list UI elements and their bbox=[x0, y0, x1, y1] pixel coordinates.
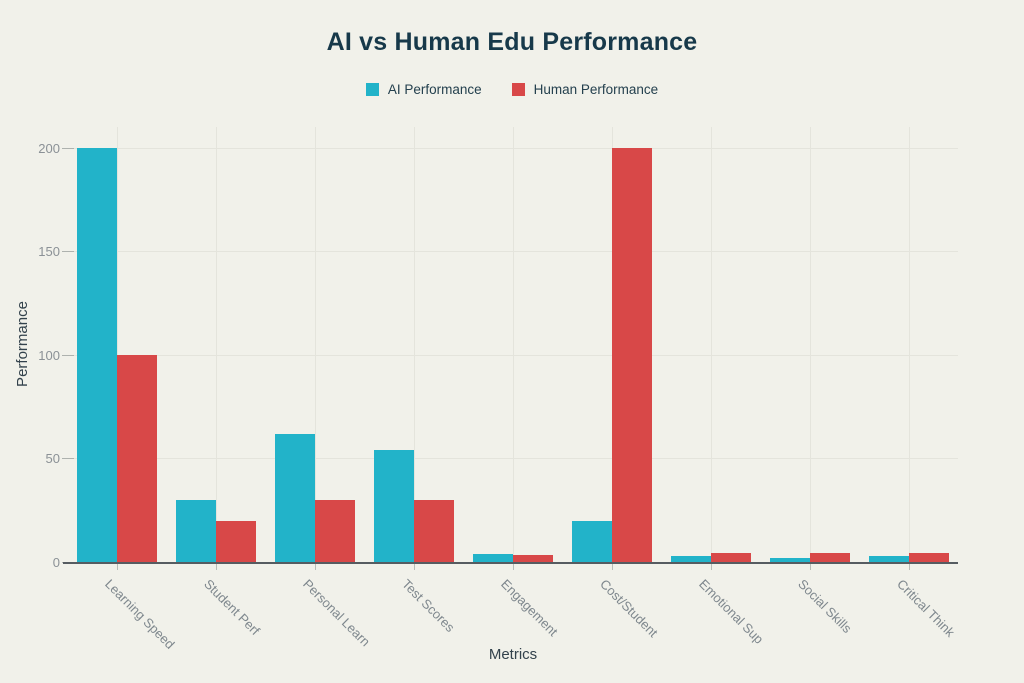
y-axis-tick bbox=[62, 147, 74, 149]
y-axis-tick bbox=[62, 458, 74, 460]
y-tick-label: 150 bbox=[38, 244, 60, 260]
legend: AI Performance Human Performance bbox=[0, 82, 1024, 97]
bar bbox=[374, 450, 415, 562]
x-tick-label: Cost/Student bbox=[596, 576, 661, 641]
y-tick-label: 200 bbox=[38, 140, 60, 156]
bar bbox=[611, 147, 652, 562]
x-tick-label: Critical Think bbox=[893, 576, 958, 640]
x-gridline bbox=[710, 127, 712, 562]
x-gridline bbox=[315, 127, 317, 562]
y-tick-label: 50 bbox=[45, 451, 60, 467]
x-tick-label: Emotional Sup bbox=[695, 576, 767, 647]
x-tick-label: Social Skills bbox=[794, 576, 855, 636]
y-axis-tick bbox=[62, 251, 74, 253]
bar bbox=[275, 433, 316, 562]
legend-label-ai: AI Performance bbox=[387, 82, 482, 97]
x-tick-label: Student Perf bbox=[201, 576, 264, 639]
legend-item-ai: AI Performance bbox=[365, 82, 482, 97]
x-axis-tick bbox=[710, 564, 712, 570]
bar bbox=[809, 552, 850, 562]
x-tick-label: Engagement bbox=[498, 576, 561, 640]
x-axis-tick bbox=[216, 564, 218, 570]
legend-label-human: Human Performance bbox=[533, 82, 659, 97]
x-gridline bbox=[809, 127, 811, 562]
x-axis-tick bbox=[414, 564, 416, 570]
x-axis-line bbox=[63, 562, 958, 564]
bar bbox=[117, 354, 158, 562]
y-axis-title: Performance bbox=[14, 301, 31, 387]
legend-item-human: Human Performance bbox=[511, 82, 659, 97]
bar bbox=[908, 552, 949, 562]
x-axis-tick bbox=[611, 564, 613, 570]
bar bbox=[670, 555, 711, 562]
bar bbox=[176, 499, 217, 562]
bar bbox=[710, 552, 751, 562]
bar bbox=[414, 499, 455, 562]
human-series-swatch-icon bbox=[511, 83, 525, 96]
x-tick-label: Personal Learn bbox=[300, 576, 374, 650]
bar bbox=[216, 520, 257, 562]
x-gridline bbox=[216, 127, 218, 562]
x-tick-label: Test Scores bbox=[399, 576, 458, 635]
x-gridline bbox=[117, 127, 119, 562]
x-axis-tick bbox=[809, 564, 811, 570]
y-tick-label: 0 bbox=[52, 555, 60, 570]
bar bbox=[769, 557, 810, 562]
bar bbox=[473, 553, 513, 562]
x-axis-tick bbox=[315, 564, 317, 570]
bar bbox=[868, 555, 909, 562]
bar bbox=[571, 520, 612, 562]
x-tick-label: Learning Speed bbox=[102, 576, 179, 652]
x-axis-tick bbox=[513, 564, 514, 570]
x-axis-tick bbox=[908, 564, 910, 570]
bar bbox=[77, 147, 118, 562]
x-gridline bbox=[513, 127, 514, 562]
ai-series-swatch-icon bbox=[365, 83, 379, 96]
y-tick-label: 100 bbox=[38, 347, 60, 363]
x-gridline bbox=[908, 127, 910, 562]
bar bbox=[513, 554, 553, 562]
x-gridline bbox=[414, 127, 416, 562]
x-axis-title: Metrics bbox=[488, 646, 538, 663]
bar bbox=[315, 499, 356, 562]
chart-title: AI vs Human Edu Performance bbox=[326, 28, 698, 56]
x-axis-tick bbox=[117, 564, 119, 570]
y-axis-tick bbox=[62, 354, 74, 356]
